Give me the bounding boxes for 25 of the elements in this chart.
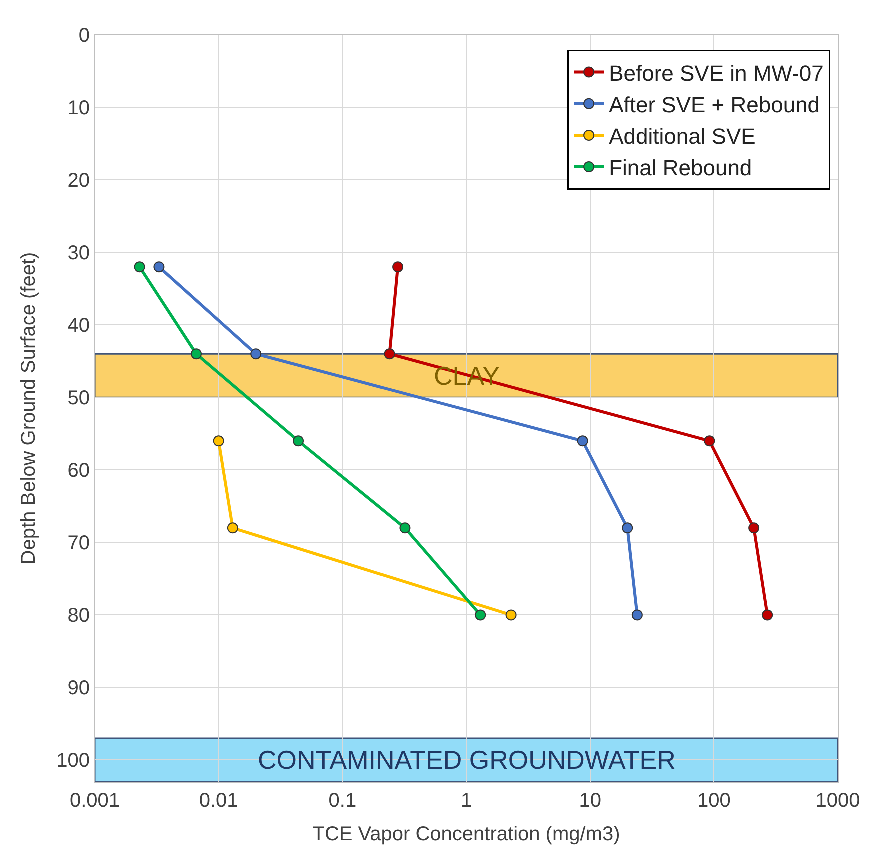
x-tick-label: 0.001 [70, 790, 120, 812]
legend-label: After SVE + Rebound [609, 92, 820, 118]
legend-label: Final Rebound [609, 156, 752, 181]
x-tick-label: 100 [697, 790, 731, 812]
x-tick-label: 1 [460, 790, 472, 812]
y-tick-label: 70 [68, 532, 90, 555]
y-tick-label: 50 [68, 388, 90, 410]
y-tick-label: 90 [68, 678, 90, 700]
y-tick-label: 10 [68, 98, 90, 120]
x-tick-label: 10 [579, 790, 602, 812]
legend-label: Additional SVE [609, 124, 756, 150]
x-tick-label: 0.1 [328, 790, 357, 812]
x-axis-title: TCE Vapor Concentration (mg/m3) [312, 824, 620, 846]
y-tick-label: 20 [68, 170, 90, 192]
y-tick-label: 0 [78, 25, 90, 47]
y-tick-label: 30 [68, 242, 90, 265]
band-label: CONTAMINATED GROUNDWATER [258, 745, 676, 775]
y-tick-label: 60 [68, 460, 90, 482]
legend-label: Before SVE in MW-07 [609, 60, 824, 86]
x-tick-label: 0.01 [199, 790, 238, 812]
y-tick-label: 100 [56, 750, 90, 772]
y-tick-label: 80 [68, 605, 90, 628]
y-axis-title: Depth Below Ground Surface (feet) [18, 252, 40, 565]
x-tick-label: 1000 [816, 790, 860, 812]
y-tick-label: 40 [68, 315, 90, 338]
